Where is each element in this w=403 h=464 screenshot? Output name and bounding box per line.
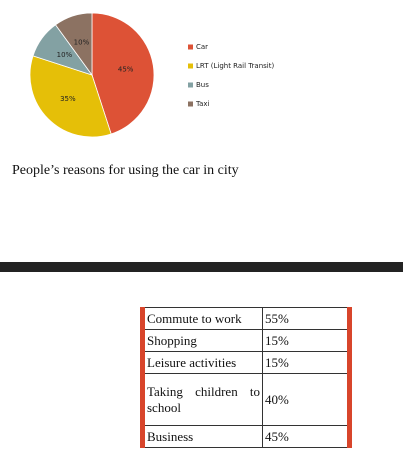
table-cell: 40%	[262, 373, 350, 426]
legend-label: Taxi	[195, 100, 210, 108]
legend-label: Car	[196, 43, 208, 51]
caption: People’s reasons for using the car in ci…	[12, 163, 239, 178]
legend-swatch	[188, 82, 193, 88]
table-cell: 45%	[262, 425, 350, 448]
data-label: 10%	[57, 51, 73, 59]
pie-slice	[91, 12, 155, 135]
pie-slice	[54, 12, 93, 77]
pie-slice	[29, 55, 112, 138]
table-row: Business 45%	[142, 425, 350, 448]
table: Commute to work 55% Shopping 15% Leisure act…	[140, 307, 352, 448]
legend-swatch	[188, 44, 193, 50]
table-row: Commute to work 55%	[142, 307, 350, 330]
legend-swatch	[188, 63, 193, 69]
data-label: 10%	[74, 39, 90, 47]
table-cell: Shopping	[142, 329, 263, 352]
table-cell: Taking children to school	[142, 373, 263, 426]
table-row: Taking children to school 40%	[142, 373, 350, 426]
table-cell: Commute to work	[142, 307, 263, 330]
legend-label: Bus	[196, 81, 209, 89]
data-label: 45%	[118, 66, 134, 74]
legend-swatch	[188, 101, 193, 107]
table-cell: Business	[142, 425, 263, 448]
divider-bar	[0, 262, 403, 272]
data-label: 35%	[60, 95, 76, 103]
table-cell: 55%	[262, 307, 350, 330]
chart: 45% 35% 10%10% Car LRT (Light Rail Transit) B…	[29, 12, 274, 138]
table-cell: 15%	[262, 351, 350, 374]
legend-label: LRT (Light Rail Transit)	[196, 62, 274, 70]
table-cell: 15%	[262, 329, 350, 352]
table-row: Leisure activities 15%	[142, 351, 350, 374]
table-row: Shopping 15%	[142, 329, 350, 352]
table-cell: Leisure activities	[142, 351, 263, 374]
